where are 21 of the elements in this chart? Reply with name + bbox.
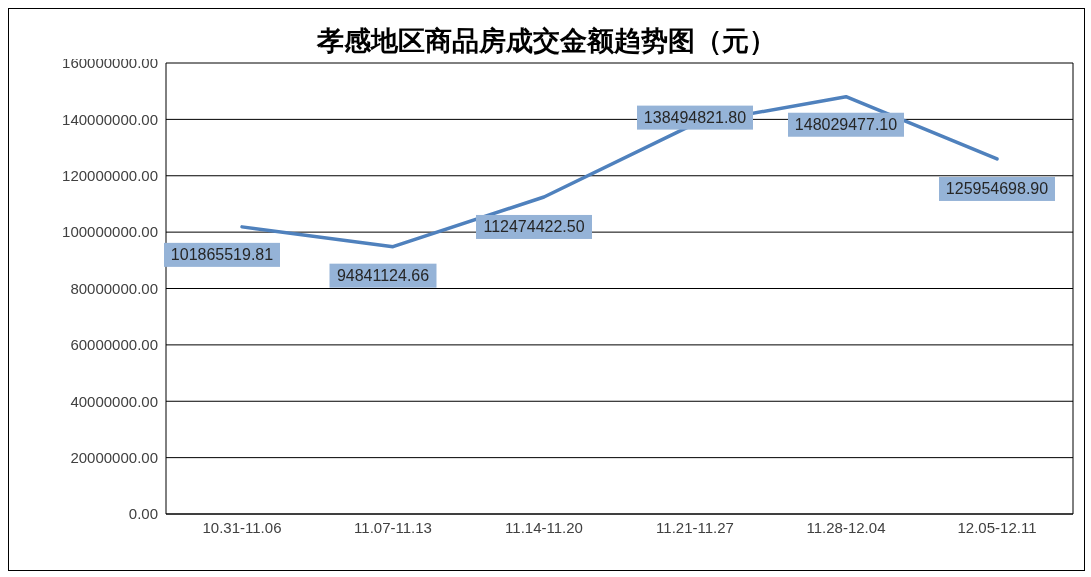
x-tick-label: 11.14-11.20: [505, 518, 583, 536]
y-tick-label: 80000000.00: [70, 279, 158, 297]
x-tick-label: 11.21-11.27: [656, 518, 734, 536]
y-tick-label: 40000000.00: [70, 392, 158, 410]
y-tick-label: 120000000.00: [62, 167, 158, 185]
y-tick-label: 140000000.00: [62, 110, 158, 128]
x-tick-label: 12.05-12.11: [957, 518, 1037, 536]
data-label: 125954698.90: [945, 180, 1049, 198]
data-label: 138494821.80: [643, 109, 747, 127]
data-label: 112474422.50: [483, 218, 585, 236]
y-tick-label: 20000000.00: [70, 448, 158, 466]
x-tick-label: 11.07-11.13: [354, 518, 432, 536]
x-tick-label: 10.31-11.06: [202, 518, 282, 536]
data-label: 148029477.10: [794, 116, 898, 134]
x-tick-label: 11.28-12.04: [806, 518, 886, 536]
y-tick-label: 0.00: [128, 505, 158, 523]
data-label: 94841124.66: [336, 267, 430, 285]
data-label: 101865519.81: [170, 246, 274, 264]
chart-title: 孝感地区商品房成交金额趋势图（元）: [317, 25, 776, 56]
y-tick-label: 60000000.00: [70, 336, 158, 354]
y-tick-label: 100000000.00: [62, 223, 158, 241]
